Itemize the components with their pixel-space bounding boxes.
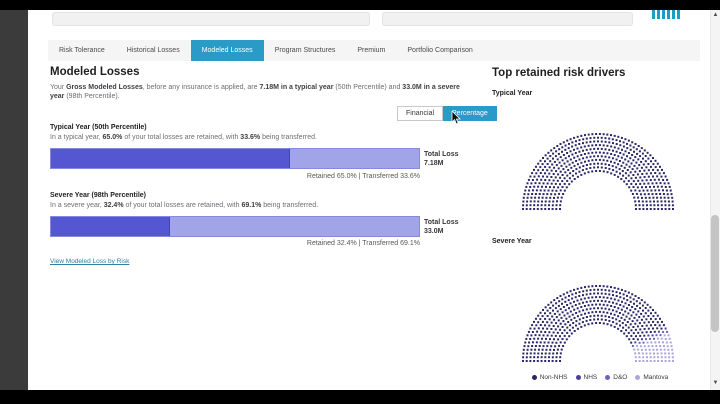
percentage-button[interactable]: Percentage	[443, 106, 497, 121]
legend-dot-icon	[575, 375, 581, 380]
legend-item-non-nhs: Non-NHS	[531, 374, 568, 381]
typical-year-total-loss: Total Loss 7.18M	[424, 151, 459, 167]
teal-vertical-bars-logo-icon	[652, 10, 680, 19]
legend-dot-icon	[605, 375, 611, 380]
legend-dot-icon	[635, 375, 641, 380]
legend-dot-icon	[531, 375, 537, 380]
top-black-bar	[0, 0, 720, 10]
typical-year-chart-label: Typical Year	[492, 90, 533, 97]
view-toggle: Financial Percentage	[397, 106, 497, 121]
typical-year-footnote: Retained 65.0% | Transferred 33.6%	[306, 173, 420, 180]
severe-year-retained-fill	[51, 217, 171, 236]
scrollbar-down-icon[interactable]: ▼	[712, 380, 719, 386]
scrollbar-thumb[interactable]	[711, 215, 719, 332]
legend-item-mantova: Mantova	[635, 374, 668, 381]
scrollbar-up-icon[interactable]: ▲	[712, 12, 719, 18]
financial-button[interactable]: Financial	[397, 106, 444, 121]
severe-year-footnote: Retained 32.4% | Transferred 69.1%	[306, 240, 420, 247]
severe-year-dot-chart	[522, 285, 674, 362]
legend-item-nhs: NHS	[575, 374, 597, 381]
typical-year-desc: In a typical year, 65.0% of your total l…	[50, 134, 317, 141]
tab-modeled-losses[interactable]: Modeled Losses	[190, 40, 264, 61]
severe-year-desc: In a severe year, 32.4% of your total lo…	[50, 202, 319, 209]
legend-item-d-o: D&O	[605, 374, 627, 381]
header-field-left[interactable]	[52, 12, 370, 26]
severe-year-chart-label: Severe Year	[492, 238, 532, 245]
bottom-black-bar	[0, 390, 720, 404]
view-modeled-loss-by-risk-link[interactable]: View Modeled Loss by Risk	[50, 258, 130, 265]
typical-year-dot-chart	[522, 133, 674, 210]
tab-portfolio-comparison[interactable]: Portfolio Comparison	[407, 47, 473, 54]
right-panel-title: Top retained risk drivers	[492, 67, 626, 79]
page-title: Modeled Losses	[50, 66, 140, 78]
typical-year-title: Typical Year (50th Percentile)	[50, 124, 147, 131]
header-field-right[interactable]	[382, 12, 633, 26]
tab-bar: Risk Tolerance Historical Losses Modeled L…	[48, 40, 700, 61]
left-side-strip	[0, 10, 28, 390]
severe-year-loss-bar	[50, 216, 420, 237]
tab-premium[interactable]: Premium	[357, 47, 386, 54]
tab-historical-losses[interactable]: Historical Losses	[126, 47, 180, 54]
typical-year-retained-fill	[51, 149, 291, 168]
intro-text: Your Gross Modeled Losses, before any in…	[50, 84, 460, 100]
tab-risk-tolerance[interactable]: Risk Tolerance	[59, 47, 105, 54]
typical-year-loss-bar	[50, 148, 420, 169]
severe-year-total-loss: Total Loss 33.0M	[424, 219, 459, 235]
severe-year-title: Severe Year (98th Percentile)	[50, 192, 146, 199]
risk-driver-legend: Non-NHS NHS D&O Mantova	[492, 374, 708, 381]
page-scrollbar[interactable]	[710, 10, 720, 390]
tab-program-structures[interactable]: Program Structures	[274, 47, 336, 54]
